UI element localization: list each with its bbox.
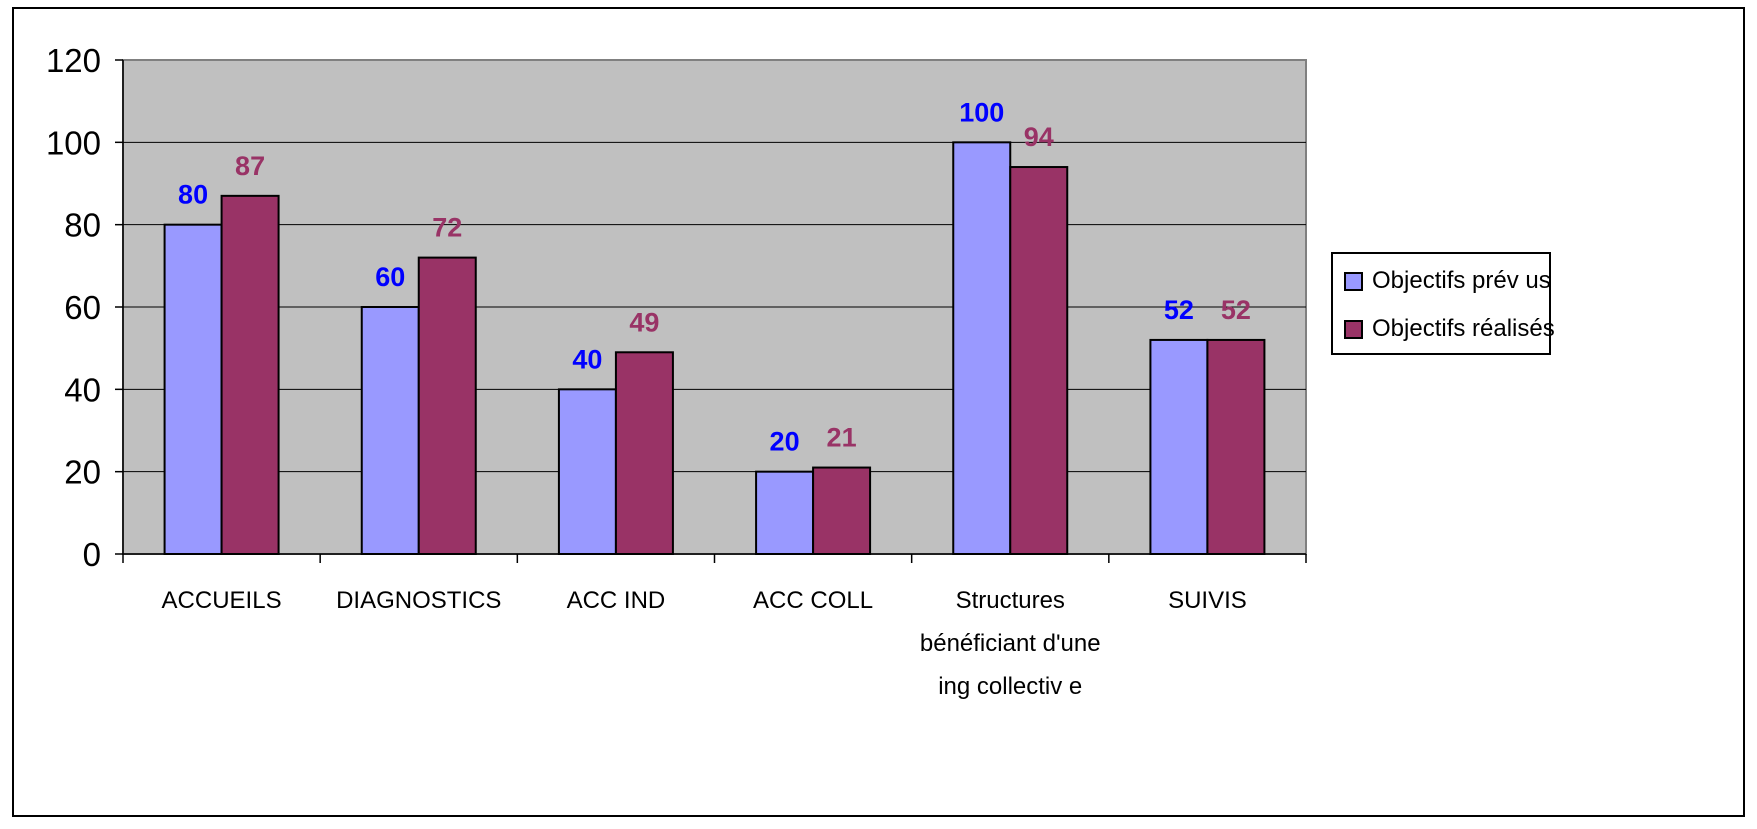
bar [755, 470, 815, 555]
data-label: 100 [959, 97, 1004, 127]
legend-swatch [1344, 272, 1363, 291]
legend-label: Objectifs prév us [1372, 267, 1551, 294]
y-tick-label: 80 [64, 207, 101, 244]
y-tick-label: 20 [64, 454, 101, 491]
x-category-label: Structures [956, 587, 1065, 614]
data-label: 72 [432, 213, 462, 243]
bar [1206, 338, 1266, 555]
x-category-label: DIAGNOSTICS [336, 587, 501, 614]
y-tick-label: 100 [46, 124, 101, 161]
data-label: 49 [629, 307, 659, 337]
data-label: 40 [572, 344, 602, 374]
data-label: 52 [1221, 295, 1251, 325]
bar [360, 306, 420, 555]
x-category-label: ACCUEILS [162, 587, 282, 614]
data-label: 60 [375, 262, 405, 292]
bar [417, 256, 477, 555]
bar [557, 388, 617, 556]
x-category-label: ACC COLL [753, 587, 873, 614]
data-label: 87 [235, 151, 265, 181]
bar [614, 351, 674, 555]
legend-swatch [1344, 320, 1363, 339]
y-tick-label: 40 [64, 371, 101, 408]
y-tick-label: 60 [64, 289, 101, 326]
bar [1009, 166, 1069, 556]
legend-label: Objectifs réalisés [1372, 315, 1555, 342]
x-category-label: ACC IND [567, 587, 666, 614]
bar [163, 223, 223, 556]
legend [1331, 252, 1551, 355]
data-label: 20 [770, 427, 800, 457]
x-category-label: ing collectiv e [938, 673, 1082, 700]
data-label: 94 [1024, 122, 1054, 152]
y-tick-label: 120 [46, 42, 101, 79]
data-label: 21 [827, 423, 857, 453]
bar [1149, 338, 1209, 555]
data-label: 52 [1164, 295, 1194, 325]
bar [220, 194, 280, 555]
y-tick-label: 0 [83, 536, 101, 573]
data-label: 80 [178, 180, 208, 210]
bar [952, 141, 1012, 555]
bar [812, 466, 872, 555]
x-category-label: bénéficiant d'une [920, 630, 1101, 657]
x-category-label: SUIVIS [1168, 587, 1247, 614]
